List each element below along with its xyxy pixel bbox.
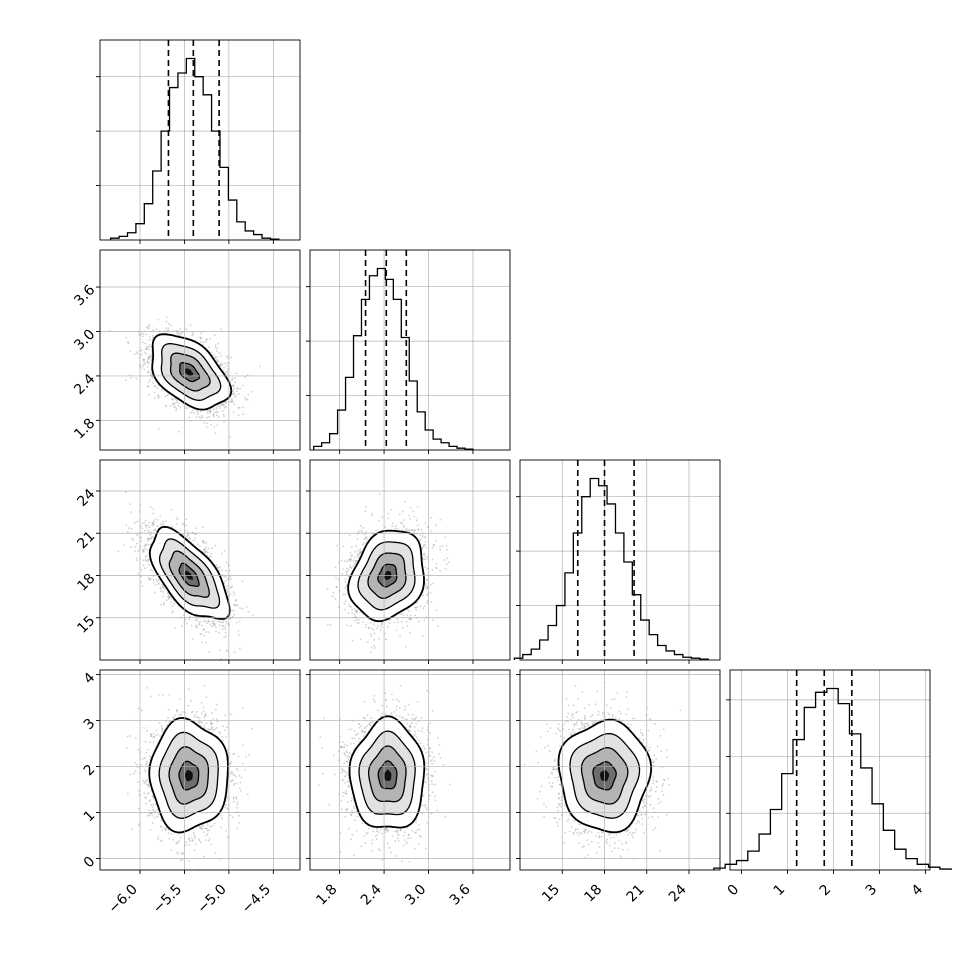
x-tick-label: 2: [817, 882, 835, 900]
contour-line: [158, 731, 219, 819]
panel-content: [109, 316, 261, 439]
histogram-1: [313, 267, 474, 450]
contour-line: [178, 760, 200, 791]
density-shade: [184, 770, 193, 782]
x-tick-label: 3.6: [447, 881, 474, 908]
x-tick-label: 21: [624, 882, 648, 906]
panel-content: [523, 681, 682, 860]
contour-line: [151, 333, 233, 411]
panel-frame-2-1: [309, 459, 511, 661]
contour-line: [557, 718, 652, 834]
y-tick-label: 3.0: [71, 327, 98, 354]
x-tick-label: −4.5: [239, 882, 274, 917]
x-tick-label: 0: [725, 882, 743, 900]
x-tick-label: −5.5: [150, 882, 185, 917]
contour-line: [148, 716, 229, 834]
y-tick-label: 0: [81, 854, 99, 872]
y-tick-label: 15: [74, 613, 98, 637]
contour-line: [377, 563, 398, 588]
contour-line: [179, 362, 201, 383]
x-tick-label: 3: [863, 882, 881, 900]
panel-frame-1-0: [99, 249, 301, 451]
panel-content: [117, 491, 254, 660]
x-tick-label: 2.4: [358, 881, 385, 908]
density-shade: [383, 769, 392, 781]
contour-line: [148, 525, 231, 620]
contour-line: [367, 552, 407, 599]
contour-line: [592, 761, 617, 791]
y-tick-label: 18: [74, 571, 98, 595]
panel-frame-3-2: [519, 669, 721, 871]
x-tick-label: 1.8: [313, 882, 340, 909]
contour-line: [160, 343, 222, 401]
y-tick-label: 21: [74, 528, 98, 552]
histogram-2: [513, 477, 709, 660]
y-tick-label: 24: [74, 486, 98, 510]
x-tick-label: 18: [581, 882, 605, 906]
panel-content: [326, 493, 450, 653]
contour-line: [377, 760, 398, 790]
panel-2d-2-1: [326, 493, 450, 653]
panel-2d-1-0: [109, 316, 261, 439]
y-tick-label: 3: [81, 716, 99, 734]
y-tick-label: 1.8: [71, 415, 98, 442]
contour-line: [580, 747, 629, 805]
contour-line: [158, 538, 221, 609]
panel-2d-3-1: [318, 685, 451, 870]
panel-hist-3: [729, 669, 931, 871]
panel-content: [126, 670, 253, 870]
x-tick-label: −6.0: [105, 882, 140, 917]
histogram-3: [713, 687, 952, 870]
contour-line: [367, 745, 407, 803]
y-tick-label: 4: [81, 670, 99, 688]
histogram-0: [110, 57, 280, 240]
x-tick-label: 1: [771, 882, 789, 900]
contour-line: [168, 550, 210, 598]
panel-2d-2-0: [117, 491, 254, 660]
x-tick-label: −5.0: [194, 882, 229, 917]
contour-line: [169, 352, 211, 392]
panel-frame-3-0: [99, 669, 301, 871]
x-tick-label: 4: [909, 881, 927, 899]
panel-2d-3-2: [523, 681, 682, 860]
y-tick-label: 2.4: [71, 371, 98, 398]
contour-line: [358, 730, 416, 816]
panel-hist-2: [519, 459, 721, 661]
x-tick-label: 24: [666, 881, 690, 905]
contour-line: [569, 732, 641, 819]
x-tick-label: 3.0: [402, 882, 429, 909]
panel-hist-0: [99, 39, 301, 241]
panel-2d-3-0: [126, 670, 253, 870]
contour-line: [168, 746, 210, 805]
contour-line: [178, 562, 200, 588]
panel-frame-3-1: [309, 669, 511, 871]
contour-line: [348, 715, 426, 829]
contour-line: [357, 541, 416, 611]
panel-frame-2-0: [99, 459, 301, 661]
y-tick-label: 2: [81, 762, 99, 780]
panel-hist-1: [309, 249, 511, 451]
y-tick-label: 1: [81, 808, 99, 826]
density-shade: [185, 368, 194, 376]
x-tick-label: 15: [539, 882, 563, 906]
contour-line: [347, 529, 425, 623]
y-tick-label: 3.6: [71, 282, 98, 309]
panel-content: [318, 685, 451, 870]
